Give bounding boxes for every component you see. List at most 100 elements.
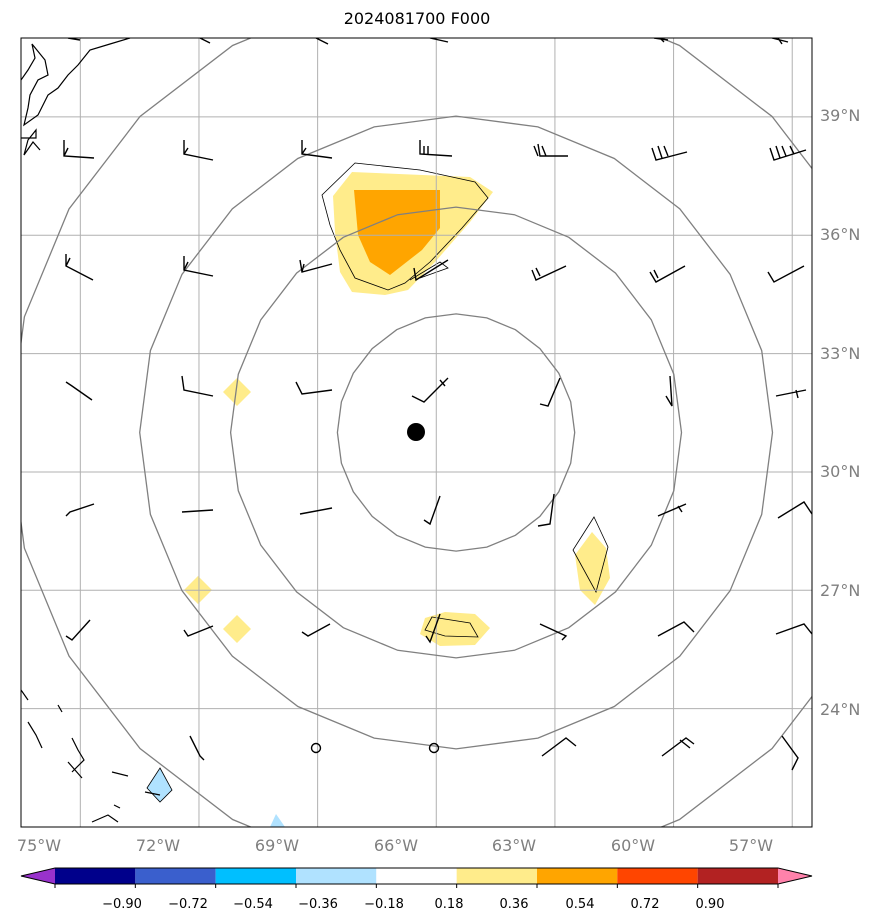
contour-line (146, 767, 173, 803)
wind-barb (775, 389, 807, 399)
wind-barb (775, 623, 812, 635)
contour-line (424, 616, 479, 638)
range-rings (21, 38, 812, 827)
wind-barb (301, 623, 331, 637)
lat-label: 24°N (820, 700, 860, 719)
anomaly-area (223, 378, 251, 406)
wind-barb (63, 140, 95, 159)
lat-label: 36°N (820, 225, 860, 244)
colorbar (20, 867, 813, 888)
coastline-nova-scotia (21, 38, 131, 127)
colorbar-tick-label: −0.36 (298, 897, 338, 912)
lon-label: 60°W (611, 836, 655, 855)
wind-barb (189, 735, 205, 761)
colorbar-tick-label: −0.54 (233, 897, 273, 912)
wind-barb (299, 507, 333, 515)
colorbar-segment (697, 868, 778, 884)
lon-label: 72°W (136, 836, 180, 855)
wind-barb (781, 735, 799, 771)
wind-barb (771, 38, 789, 45)
lat-label: 39°N (820, 106, 860, 125)
colorbar-segment (215, 868, 296, 884)
colorbar-segment (376, 868, 457, 884)
wind-barb (295, 381, 333, 395)
wind-barb (661, 737, 695, 757)
wind-barb (533, 143, 568, 157)
anomaly-area (147, 768, 172, 802)
wind-barb (183, 140, 214, 161)
lon-label: 75°W (17, 836, 61, 855)
colorbar-extend-high (778, 868, 812, 884)
coastline-maine (21, 128, 41, 156)
longitude-labels: 75°W 72°W 69°W 66°W 63°W 60°W 57°W (17, 836, 773, 855)
wind-barb (181, 375, 214, 397)
coastline-bermuda (21, 689, 29, 701)
colorbar-segment (617, 868, 698, 884)
anomaly-area (354, 190, 440, 275)
wind-barb (65, 503, 95, 517)
colorbar-tick-label: 0.54 (566, 897, 595, 912)
colorbar-tick-label: 0.72 (631, 897, 660, 912)
wind-barb (537, 493, 555, 527)
lon-label: 57°W (729, 836, 773, 855)
wind-barb (429, 38, 449, 43)
wind-barb (653, 38, 669, 43)
colorbar-tick-label: −0.18 (364, 897, 404, 912)
wind-barb (299, 259, 333, 273)
range-ring (21, 38, 812, 827)
storm-center-marker (407, 423, 425, 441)
wind-barb (65, 619, 91, 641)
calm-circle (428, 742, 440, 754)
wind-barb (769, 145, 807, 161)
colorbar-segment (296, 868, 377, 884)
wind-barb (315, 38, 329, 45)
lat-label: 27°N (820, 581, 860, 600)
map-title: 2024081700 F000 (343, 9, 491, 28)
colorbar-segment (537, 868, 618, 884)
coastline (21, 38, 161, 823)
colorbar-tick-label: −0.90 (102, 897, 142, 912)
wind-barbs (63, 38, 812, 771)
wind-barb (413, 259, 449, 282)
range-ring (139, 115, 774, 750)
wind-barb (183, 625, 214, 637)
contour-line (409, 261, 449, 281)
contour-line (572, 516, 609, 594)
wind-barb (651, 145, 688, 161)
wind-barb (411, 377, 449, 403)
wind-barb (777, 501, 812, 519)
lon-label: 63°W (492, 836, 536, 855)
colorbar-tick-label: −0.72 (168, 897, 208, 912)
wind-barb (657, 503, 687, 517)
wind-barb (183, 256, 214, 277)
colorbar-tick-label: 0.36 (500, 897, 529, 912)
wind-barb (65, 381, 93, 401)
colorbar-tick-label: 0.90 (696, 897, 725, 912)
wind-barb (649, 265, 686, 283)
wind-barb (531, 265, 567, 281)
wind-barb (541, 737, 577, 757)
shaded-field (146, 162, 610, 827)
calm-circle (310, 742, 322, 754)
colorbar-segment (456, 868, 537, 884)
colorbar-extend-low (21, 868, 55, 884)
lon-label: 66°W (374, 836, 418, 855)
wind-barb (539, 377, 561, 407)
wind-barb (301, 140, 333, 159)
anomaly-area (575, 532, 610, 605)
lat-label: 30°N (820, 462, 860, 481)
wind-barb (657, 621, 695, 637)
colorbar-tick-label: 0.18 (435, 897, 464, 912)
range-ring (336, 313, 576, 552)
coastline-bahamas (27, 704, 129, 823)
wind-barb (665, 375, 673, 407)
anomaly-area (223, 615, 251, 643)
wind-barb (65, 254, 94, 281)
wind-barb (423, 495, 441, 526)
colorbar-segment (135, 868, 216, 884)
coastline-turks (144, 791, 161, 796)
map-frame (20, 37, 813, 828)
wind-barb (767, 265, 805, 283)
colorbar-segment (55, 868, 136, 884)
